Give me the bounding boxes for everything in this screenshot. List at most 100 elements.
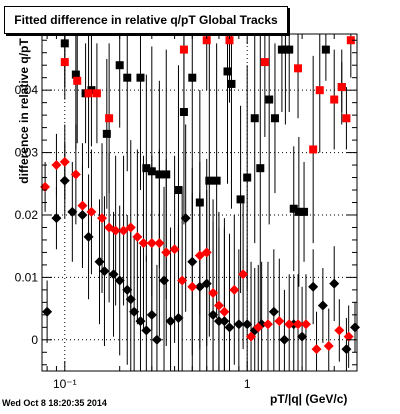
red-diamond-marker: [229, 284, 240, 295]
black-square-marker: [250, 114, 259, 123]
y-axis-label: difference in relative q/pT: [17, 38, 31, 184]
red-square-marker: [84, 89, 93, 98]
red-diamond-marker: [343, 331, 354, 342]
red-square-marker: [92, 89, 101, 98]
black-diamond-marker: [135, 316, 146, 327]
black-diamond-marker: [208, 309, 219, 320]
red-square-marker: [315, 86, 324, 95]
black-diamond-marker: [201, 278, 212, 289]
red-diamond-marker: [293, 319, 304, 330]
red-diamond-marker: [97, 213, 108, 224]
red-diamond-marker: [161, 247, 172, 258]
black-square-marker: [147, 167, 156, 176]
chart-title: Fitted difference in relative q/pT Globa…: [4, 6, 288, 34]
black-square-marker: [188, 73, 197, 82]
red-square-marker: [337, 83, 346, 92]
black-square-marker: [123, 73, 132, 82]
black-square-marker: [285, 45, 294, 54]
black-diamond-marker: [194, 281, 205, 292]
black-diamond-marker: [317, 300, 328, 311]
red-diamond-marker: [300, 319, 311, 330]
black-diamond-marker: [329, 278, 340, 289]
black-diamond-marker: [77, 209, 88, 220]
black-square-marker: [265, 95, 274, 104]
x-axis-label: pT/|q| (GeV/c): [270, 392, 348, 406]
red-diamond-marker: [274, 316, 285, 327]
red-diamond-marker: [59, 156, 70, 167]
black-square-marker: [115, 61, 124, 70]
black-square-marker: [174, 186, 183, 195]
red-square-marker: [309, 145, 318, 154]
red-diamond-marker: [213, 300, 224, 311]
x-tick-label: 1: [244, 377, 251, 391]
black-diamond-marker: [242, 319, 253, 330]
red-diamond-marker: [154, 238, 165, 249]
red-diamond-marker: [246, 331, 257, 342]
black-diamond-marker: [108, 269, 119, 280]
red-square-marker: [73, 76, 82, 85]
black-diamond-marker: [341, 344, 352, 355]
black-diamond-marker: [51, 213, 62, 224]
axis-ticks: [42, 34, 357, 371]
black-square-marker: [205, 176, 214, 185]
red-diamond-marker: [125, 222, 136, 233]
black-diamond-marker: [129, 306, 140, 317]
red-square-marker: [225, 36, 234, 45]
black-diamond-marker: [67, 206, 78, 217]
black-diamond-marker: [187, 256, 198, 267]
black-square-marker: [223, 67, 232, 76]
red-diamond-marker: [194, 250, 205, 261]
red-diamond-marker: [169, 244, 180, 255]
y-tick-label: 0.03: [15, 146, 39, 160]
red-diamond-marker: [284, 319, 295, 330]
black-square-marker: [142, 164, 151, 173]
date-stamp: Wed Oct 8 18:20:35 2014: [2, 398, 107, 408]
black-square-marker: [155, 170, 164, 179]
red-diamond-marker: [138, 238, 149, 249]
black-square-marker: [212, 176, 221, 185]
red-diamond-marker: [334, 325, 345, 336]
black-square-marker: [102, 129, 111, 138]
red-square-marker: [342, 114, 351, 123]
red-diamond-marker: [77, 200, 88, 211]
red-diamond-marker: [262, 319, 273, 330]
red-diamond-marker: [40, 181, 51, 192]
red-diamond-marker: [219, 306, 230, 317]
red-square-marker: [60, 58, 69, 67]
black-diamond-marker: [279, 334, 290, 345]
black-diamond-marker: [125, 294, 136, 305]
red-diamond-marker: [110, 225, 121, 236]
black-diamond-marker: [83, 231, 94, 242]
red-diamond-marker: [51, 160, 62, 171]
red-square-marker: [105, 114, 114, 123]
red-diamond-marker: [323, 341, 334, 352]
red-diamond-marker: [118, 225, 129, 236]
black-diamond-marker: [99, 266, 110, 277]
red-diamond-marker: [201, 247, 212, 258]
red-diamond-marker: [177, 275, 188, 286]
black-diamond-marker: [219, 316, 230, 327]
black-square-marker: [162, 170, 171, 179]
tick-labels: 10⁻¹ 1 0 0.01 0.02 0.03 0.04: [15, 83, 251, 391]
black-diamond-marker: [165, 316, 176, 327]
black-square-marker: [243, 173, 252, 182]
black-diamond-marker: [213, 316, 224, 327]
black-diamond-marker: [180, 213, 191, 224]
x-tick-label: 10⁻¹: [53, 377, 77, 391]
black-square-marker: [256, 164, 265, 173]
red-diamond-marker: [187, 281, 198, 292]
red-diamond-marker: [311, 344, 322, 355]
y-tick-label: 0: [31, 333, 38, 347]
black-square-marker: [195, 198, 204, 207]
red-square-marker: [202, 36, 211, 45]
y-tick-label: 0.01: [15, 270, 39, 284]
red-diamond-marker: [146, 238, 157, 249]
black-diamond-marker: [159, 275, 170, 286]
data-markers: [40, 36, 360, 355]
red-diamond-marker: [208, 287, 219, 298]
black-square-marker: [321, 45, 330, 54]
black-square-marker: [71, 70, 80, 79]
black-square-marker: [227, 79, 236, 88]
black-diamond-marker: [308, 281, 319, 292]
